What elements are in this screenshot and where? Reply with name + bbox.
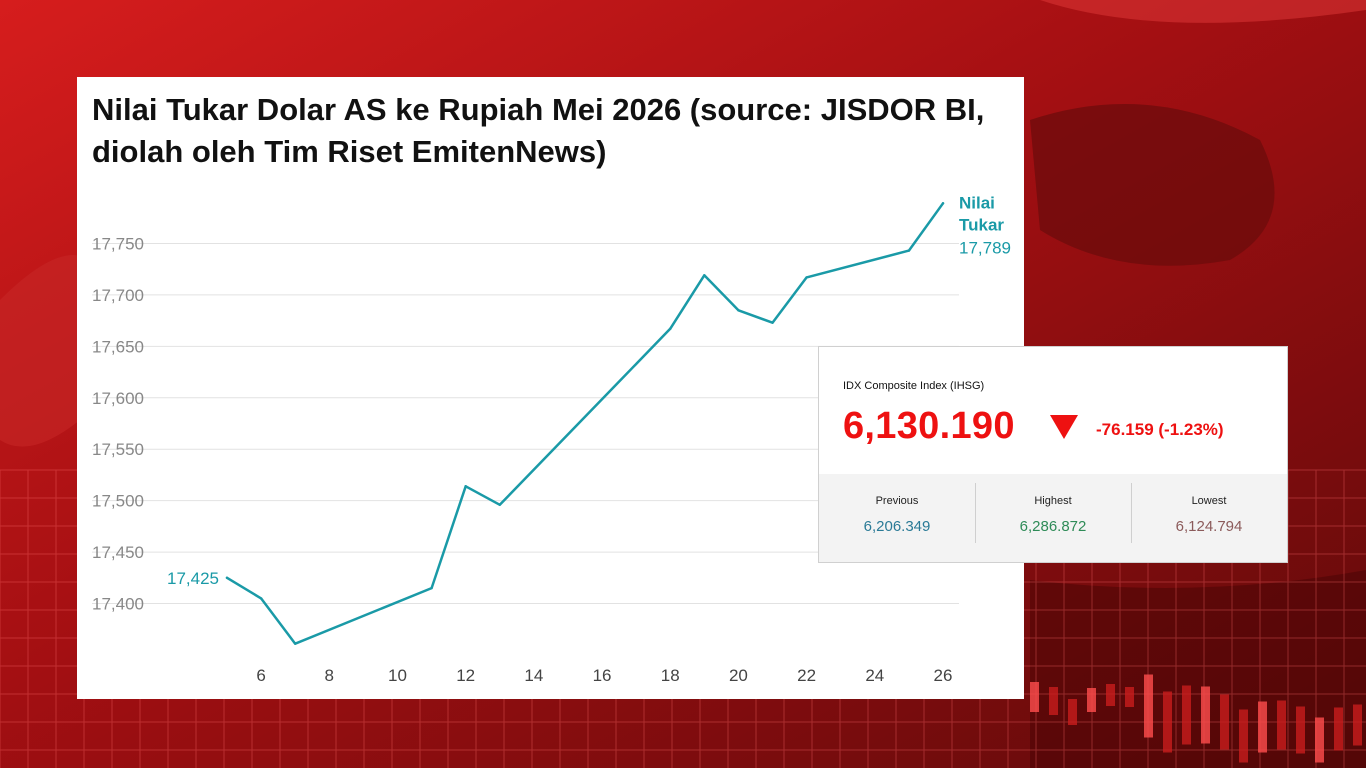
data-point (225, 576, 229, 580)
idx-stats: Previous 6,206.349 Highest 6,286.872 Low… (819, 474, 1287, 562)
data-point (464, 485, 467, 488)
y-tick-label: 17,750 (92, 234, 144, 253)
x-tick-label: 6 (256, 666, 265, 685)
x-tick-label: 14 (524, 666, 543, 685)
y-tick-label: 17,500 (92, 492, 144, 511)
x-tick-label: 20 (729, 666, 748, 685)
stat-previous: Previous 6,206.349 (819, 474, 975, 562)
y-tick-label: 17,650 (92, 337, 144, 356)
x-tick-label: 8 (325, 666, 334, 685)
y-tick-label: 17,550 (92, 440, 144, 459)
idx-composite-widget: IDX Composite Index (IHSG) 6,130.190 -76… (818, 346, 1288, 563)
y-tick-label: 17,700 (92, 286, 144, 305)
series-name-label: Tukar (959, 215, 1004, 234)
data-point (293, 642, 297, 645)
data-point (669, 327, 672, 331)
stat-label: Previous (875, 495, 919, 507)
data-point (907, 249, 911, 252)
x-tick-label: 16 (593, 666, 612, 685)
x-tick-label: 26 (934, 666, 953, 685)
x-tick-label: 22 (797, 666, 816, 685)
chart-title: Nilai Tukar Dolar AS ke Rupiah Mei 2026 … (92, 92, 985, 169)
data-point (259, 597, 263, 600)
line-chart: 17,400 17,450 17,500 17,550 17,600 17,650 17,7… (92, 193, 1011, 685)
data-point (771, 321, 774, 324)
data-point (430, 586, 433, 590)
y-tick-label: 17,450 (92, 543, 144, 562)
x-tick-label: 18 (661, 666, 680, 685)
y-tick-label: 17,600 (92, 389, 144, 408)
idx-change: -76.159 (-1.23%) (1096, 420, 1224, 439)
x-tick-label: 12 (456, 666, 475, 685)
data-point (737, 309, 740, 312)
stat-value: 6,206.349 (863, 518, 931, 535)
data-point (941, 202, 945, 205)
data-point (703, 274, 706, 277)
series-name-label: Nilai (959, 193, 995, 212)
x-tick-label: 10 (388, 666, 407, 685)
stat-value: 6,286.872 (1019, 518, 1087, 535)
stat-label: Lowest (1191, 495, 1227, 507)
y-tick-label: 17,400 (92, 595, 144, 614)
idx-value: 6,130.190 (843, 405, 1015, 447)
stat-value: 6,124.794 (1175, 518, 1243, 535)
data-point (805, 276, 808, 279)
idx-title: IDX Composite Index (IHSG) (843, 380, 985, 392)
x-tick-label: 24 (865, 666, 884, 685)
idx-header: IDX Composite Index (IHSG) 6,130.190 -76… (819, 347, 1287, 475)
data-point (498, 503, 501, 506)
triangle-down-icon (1050, 415, 1078, 439)
stat-lowest: Lowest 6,124.794 (1131, 474, 1287, 562)
end-value-label: 17,789 (959, 238, 1011, 257)
stat-highest: Highest 6,286.872 (975, 474, 1131, 562)
start-value-label: 17,425 (167, 569, 219, 588)
stat-label: Highest (1034, 495, 1072, 507)
